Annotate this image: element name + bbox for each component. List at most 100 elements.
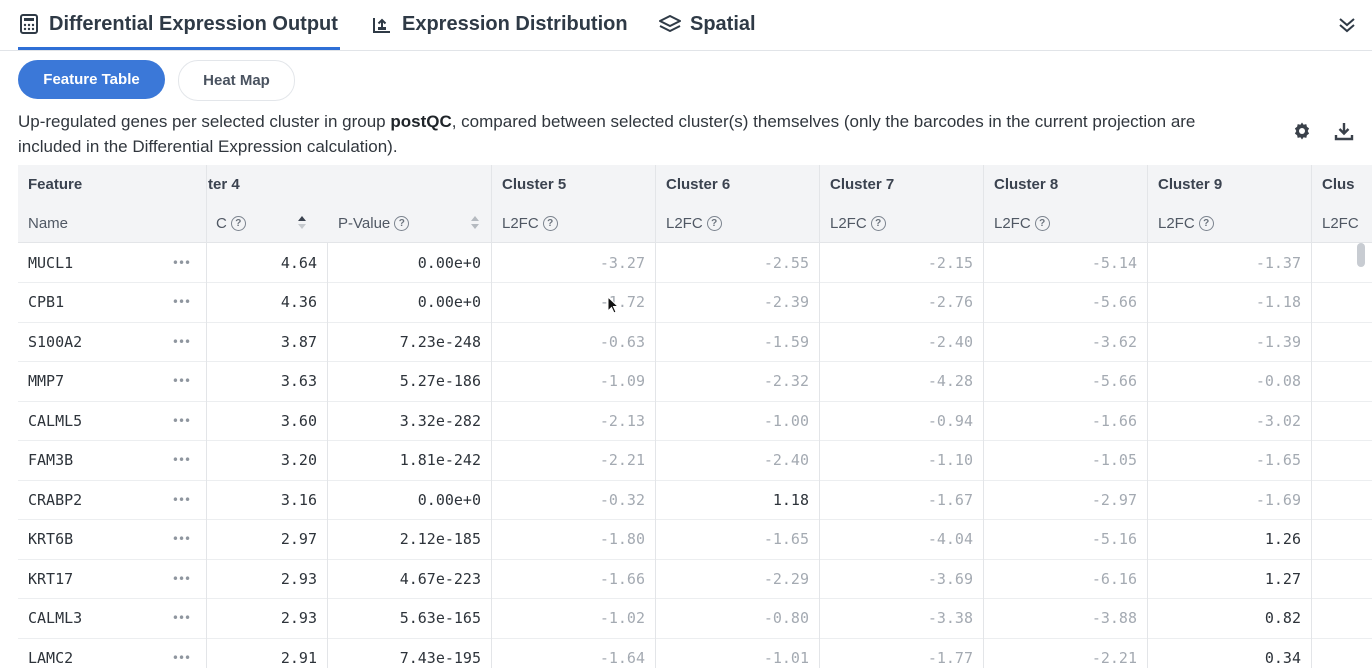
cluster-6-l2fc-cell: -2.39 — [763, 293, 809, 311]
help-icon[interactable]: ? — [706, 215, 722, 231]
table-header-groups: Feature ter 4 Cluster 5 Cluster 6 Cluste… — [18, 165, 1372, 204]
cluster-7-l2fc-cell: -3.38 — [927, 609, 973, 627]
gene-name-cell: LAMC2 — [28, 648, 74, 667]
cluster-5-l2fc-cell: -1.72 — [599, 293, 645, 311]
cluster-5-l2fc-cell: -1.80 — [599, 530, 645, 548]
table-row[interactable]: S100A2 ••• 3.87 7.23e-248 -0.63 -1.59 -2.40 -3.… — [18, 322, 1372, 362]
column-divider — [327, 242, 328, 668]
cluster-8-l2fc-cell: -6.16 — [1091, 569, 1137, 588]
table-row[interactable]: KRT17 ••• 2.93 4.67e-223 -1.66 -2.29 -3.69 -6.1… — [18, 559, 1372, 599]
column-divider — [1311, 165, 1312, 668]
cluster-8-l2fc-cell: -5.16 — [1091, 530, 1137, 548]
group-name: postQC — [390, 112, 452, 131]
cluster-9-l2fc-cell: -1.18 — [1255, 293, 1301, 311]
chart-upload-icon — [371, 13, 393, 35]
help-icon[interactable]: ? — [870, 215, 886, 231]
table-row[interactable]: CPB1 ••• 4.36 0.00e+0 -1.72 -2.39 -2.76 -5.66 -1… — [18, 283, 1372, 323]
pvalue-cell: 1.81e-242 — [399, 451, 481, 469]
feature-table-button[interactable]: Feature Table — [18, 60, 165, 99]
table-row[interactable]: MMP7 ••• 3.63 5.27e-186 -1.09 -2.32 -4.28 -5.66… — [18, 362, 1372, 402]
cluster-6-l2fc-header[interactable]: L2FC? — [656, 204, 820, 242]
row-menu-icon[interactable]: ••• — [171, 571, 191, 586]
row-menu-icon[interactable]: ••• — [171, 295, 191, 309]
help-icon[interactable]: ? — [542, 215, 558, 231]
gear-icon[interactable] — [1292, 121, 1314, 143]
cluster-9-l2fc-cell: 0.34 — [1264, 648, 1301, 667]
row-menu-icon[interactable]: ••• — [171, 453, 191, 467]
column-divider — [655, 165, 656, 668]
pvalue-cell: 5.27e-186 — [399, 372, 481, 390]
row-menu-icon[interactable]: ••• — [171, 255, 191, 270]
cluster-7-l2fc-header[interactable]: L2FC? — [820, 204, 984, 242]
table-row[interactable]: CRABP2 ••• 3.16 0.00e+0 -0.32 1.18 -1.67 -2.97 -… — [18, 480, 1372, 520]
cluster-6-l2fc-cell: -0.80 — [763, 609, 809, 627]
help-icon[interactable]: ? — [1034, 215, 1050, 231]
help-icon[interactable]: ? — [230, 215, 246, 231]
sort-icon[interactable] — [471, 216, 479, 229]
cluster-4-l2fc-cell: 2.93 — [280, 609, 317, 627]
cluster-10-l2fc-header[interactable]: L2FC — [1322, 214, 1359, 232]
cluster-7-l2fc-cell: -1.10 — [927, 451, 973, 469]
row-menu-icon[interactable]: ••• — [171, 650, 191, 665]
pvalue-cell: 4.67e-223 — [399, 569, 481, 588]
tab-label: Expression Distribution — [402, 12, 628, 35]
tab-differential-expression-output[interactable]: Differential Expression Output — [18, 0, 340, 50]
download-icon[interactable] — [1334, 121, 1356, 143]
row-menu-icon[interactable]: ••• — [171, 492, 191, 507]
heat-map-button[interactable]: Heat Map — [178, 60, 295, 101]
name-column-header: Name — [28, 214, 69, 232]
cluster-4-l2fc-cell: 4.36 — [280, 293, 317, 311]
cluster-9-l2fc-header[interactable]: L2FC? — [1148, 204, 1312, 242]
collapse-chevron-icon[interactable] — [1336, 14, 1358, 36]
row-menu-icon[interactable]: ••• — [171, 611, 191, 625]
gene-name-cell: KRT17 — [28, 569, 74, 588]
row-menu-icon[interactable]: ••• — [171, 532, 191, 546]
row-menu-icon[interactable]: ••• — [171, 334, 191, 349]
table-row[interactable]: CALML3 ••• 2.93 5.63e-165 -1.02 -0.80 -3.38 -3.… — [18, 599, 1372, 639]
table-row[interactable]: LAMC2 ••• 2.91 7.43e-195 -1.64 -1.01 -1.77 -2.2… — [18, 638, 1372, 668]
feature-table: Feature ter 4 Cluster 5 Cluster 6 Cluste… — [18, 165, 1372, 668]
layers-icon — [659, 13, 681, 35]
cluster-6-l2fc-cell: -2.40 — [763, 451, 809, 469]
gene-name-cell: CRABP2 — [28, 490, 83, 509]
table-row[interactable]: CALML5 ••• 3.60 3.32e-282 -2.13 -1.00 -0.94 -1.… — [18, 401, 1372, 441]
sort-icon[interactable] — [298, 216, 306, 229]
vertical-scrollbar[interactable] — [1357, 243, 1365, 267]
cluster-8-l2fc-cell: -2.97 — [1091, 490, 1137, 509]
row-menu-icon[interactable]: ••• — [171, 374, 191, 388]
cluster-8-l2fc-header[interactable]: L2FC? — [984, 204, 1148, 242]
cluster-5-header: Cluster 5 — [502, 176, 567, 193]
cluster-4-l2fc-cell: 3.63 — [280, 372, 317, 390]
cluster-7-l2fc-cell: -3.69 — [927, 569, 973, 588]
table-row[interactable]: MUCL1 ••• 4.64 0.00e+0 -3.27 -2.55 -2.15 -5.14 -… — [18, 243, 1372, 283]
cluster-6-l2fc-cell: -1.01 — [763, 648, 809, 667]
tab-spatial[interactable]: Spatial — [659, 0, 756, 48]
cluster-10-header: Clus — [1322, 176, 1355, 193]
cluster-6-l2fc-cell: -1.65 — [763, 530, 809, 548]
cluster-4-header: ter 4 — [208, 176, 240, 193]
gene-name-cell: MMP7 — [28, 372, 65, 390]
help-icon[interactable]: ? — [394, 215, 410, 231]
cluster-4-l2fc-header[interactable]: C? — [206, 204, 326, 242]
cluster-8-l2fc-cell: -1.05 — [1091, 451, 1137, 469]
gene-name-cell: CALML5 — [28, 411, 83, 430]
cluster-8-l2fc-cell: -3.62 — [1091, 332, 1137, 351]
cluster-7-l2fc-cell: -2.76 — [927, 293, 973, 311]
table-row[interactable]: FAM3B ••• 3.20 1.81e-242 -2.21 -2.40 -1.10 -1.0… — [18, 441, 1372, 481]
cluster-8-l2fc-cell: -2.21 — [1091, 648, 1137, 667]
cluster-4-l2fc-cell: 4.64 — [280, 253, 317, 272]
tab-expression-distribution[interactable]: Expression Distribution — [371, 0, 628, 48]
pvalue-column-header[interactable]: P-Value? — [328, 204, 492, 242]
row-menu-icon[interactable]: ••• — [171, 413, 191, 428]
help-icon[interactable]: ? — [1198, 215, 1214, 231]
cluster-9-l2fc-cell: 1.27 — [1264, 569, 1301, 588]
cluster-7-l2fc-cell: -4.04 — [927, 530, 973, 548]
cluster-7-l2fc-cell: -0.94 — [927, 411, 973, 430]
table-row[interactable]: KRT6B ••• 2.97 2.12e-185 -1.80 -1.65 -4.04 -5.1… — [18, 520, 1372, 560]
cluster-5-l2fc-cell: -1.02 — [599, 609, 645, 627]
column-divider — [206, 165, 207, 668]
cluster-6-l2fc-cell: -2.29 — [763, 569, 809, 588]
column-divider — [983, 165, 984, 668]
cluster-5-l2fc-header[interactable]: L2FC? — [492, 204, 656, 242]
column-divider — [491, 165, 492, 668]
